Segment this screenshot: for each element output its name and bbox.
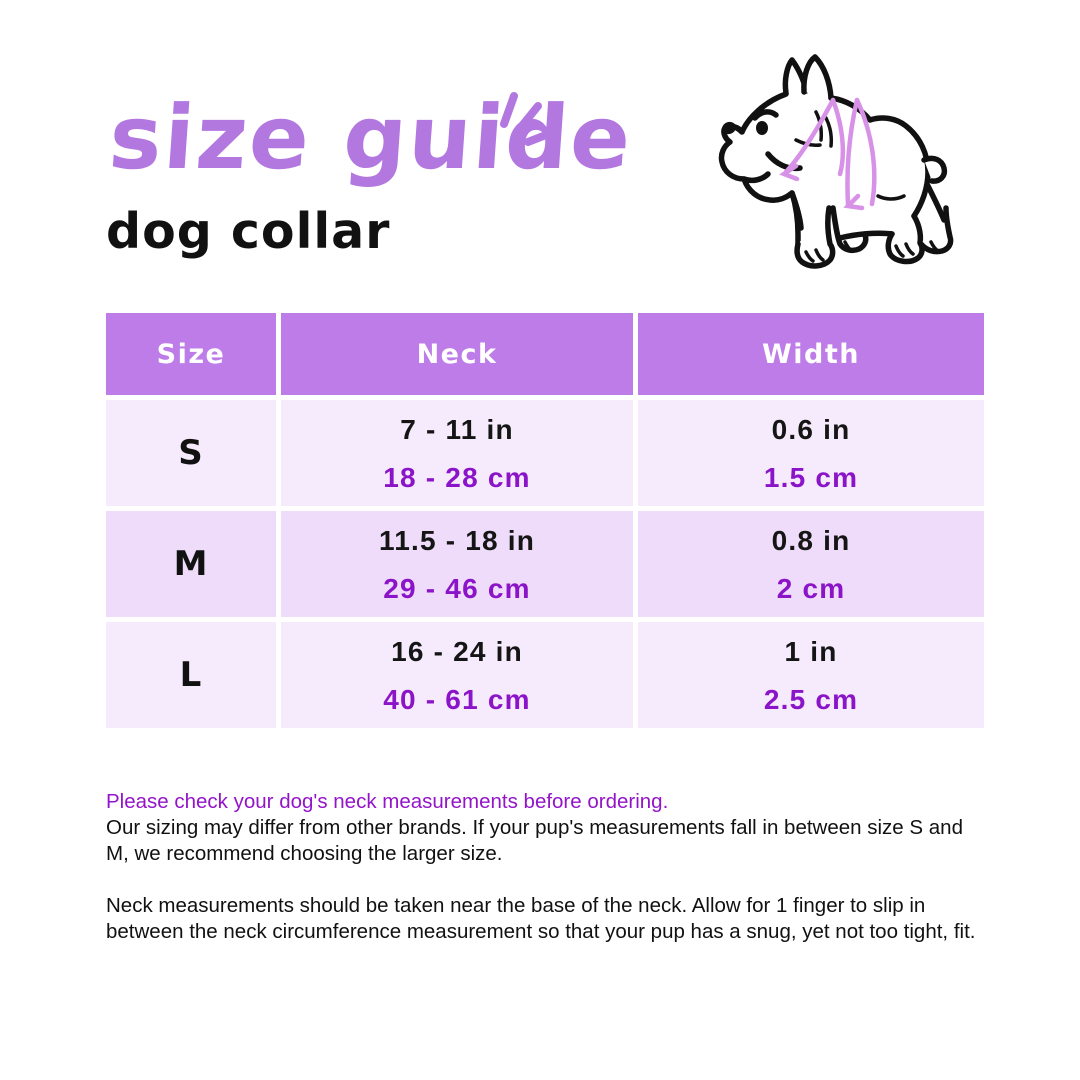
cell-size: M	[106, 511, 276, 617]
cell-neck: 16 - 24 in 40 - 61 cm	[281, 622, 633, 728]
neck-centimeters: 29 - 46 cm	[383, 572, 531, 604]
note-highlight: Please check your dog's neck measurement…	[106, 790, 669, 813]
neck-inches: 7 - 11 in	[400, 413, 514, 445]
neck-centimeters: 18 - 28 cm	[383, 461, 531, 493]
page-header: size guide dog collar	[106, 86, 666, 264]
cell-width: 0.8 in 2 cm	[638, 511, 984, 617]
width-centimeters: 2 cm	[776, 572, 846, 604]
column-header-size: Size	[106, 313, 276, 395]
page-title: size guide	[106, 86, 636, 189]
cell-width: 1 in 2.5 cm	[638, 622, 984, 728]
width-inches: 0.8 in	[771, 524, 851, 556]
note-paragraph-2: Neck measurements should be taken near t…	[106, 894, 976, 943]
table-header-row: Size Neck Width	[106, 313, 984, 395]
cell-size: S	[106, 400, 276, 506]
note-spacer	[106, 867, 978, 893]
cell-neck: 7 - 11 in 18 - 28 cm	[281, 400, 633, 506]
table-row: M 11.5 - 18 in 29 - 46 cm 0.8 in 2 cm	[106, 511, 984, 617]
size-label: M	[173, 544, 209, 584]
neck-inches: 11.5 - 18 in	[378, 524, 536, 556]
column-header-neck: Neck	[281, 313, 633, 395]
neck-inches: 16 - 24 in	[391, 635, 523, 667]
width-inches: 1 in	[784, 635, 838, 667]
page-subtitle: dog collar	[106, 203, 391, 260]
title-row: size guide	[106, 86, 666, 190]
neck-centimeters: 40 - 61 cm	[383, 683, 531, 715]
size-label: L	[179, 655, 203, 695]
cell-size: L	[106, 622, 276, 728]
size-label: S	[178, 433, 204, 473]
table-row: S 7 - 11 in 18 - 28 cm 0.6 in 1.5 cm	[106, 400, 984, 506]
note-paragraph-1: Our sizing may differ from other brands.…	[106, 816, 963, 865]
cell-neck: 11.5 - 18 in 29 - 46 cm	[281, 511, 633, 617]
width-inches: 0.6 in	[771, 413, 851, 445]
size-chart-table: Size Neck Width S 7 - 11 in 18 - 28 cm 0…	[101, 308, 989, 733]
table-row: L 16 - 24 in 40 - 61 cm 1 in 2.5 cm	[106, 622, 984, 728]
french-bulldog-measurement-illustration	[700, 48, 985, 283]
column-header-width: Width	[638, 313, 984, 395]
cell-width: 0.6 in 1.5 cm	[638, 400, 984, 506]
notes-section: Please check your dog's neck measurement…	[106, 789, 978, 945]
width-centimeters: 2.5 cm	[763, 683, 859, 715]
width-centimeters: 1.5 cm	[763, 461, 859, 493]
